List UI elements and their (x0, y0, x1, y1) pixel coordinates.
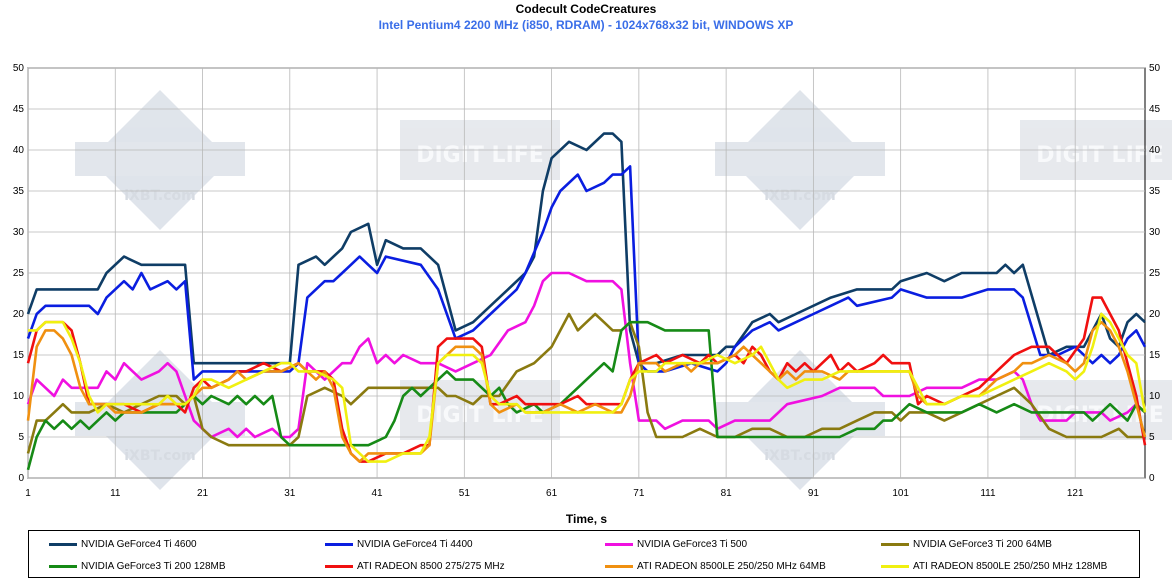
x-tick-label: 31 (284, 488, 296, 499)
legend-item: NVIDIA GeForce3 Ti 200 64MB (881, 536, 1052, 552)
tick-layer: 0 0 5 5 10 10 15 15 20 20 25 25 30 30 35 35 40 40 45 45 50 50… (13, 63, 1161, 499)
legend-swatch (325, 564, 353, 568)
x-tick-label: 111 (980, 488, 996, 499)
legend-label: NVIDIA GeForce3 Ti 200 64MB (913, 538, 1052, 550)
y-tick-label-left: 40 (13, 145, 25, 156)
line-chart: iXBT.com DIGIT LIFE iXBT.com DIGIT LIFE iXBT… (13, 63, 1172, 526)
legend-label: NVIDIA GeForce4 Ti 4600 (81, 538, 197, 550)
x-tick-label: 71 (633, 488, 645, 499)
legend-item: NVIDIA GeForce3 Ti 200 128MB (49, 558, 226, 574)
series-line-1 (26, 132, 1146, 365)
y-tick-label-left: 45 (13, 104, 25, 115)
x-tick-label: 121 (1067, 488, 1084, 499)
series-line-3 (26, 271, 1146, 439)
x-tick-label: 11 (110, 488, 121, 499)
legend-swatch (325, 542, 353, 546)
svg-text:iXBT.com: iXBT.com (764, 188, 836, 204)
y-tick-label-right: 10 (1149, 391, 1161, 402)
y-tick-label-left: 30 (13, 227, 25, 238)
series-line-2 (26, 165, 1147, 381)
x-tick-label: 81 (721, 488, 733, 499)
legend-swatch (605, 542, 633, 546)
y-tick-label-left: 15 (13, 350, 25, 361)
svg-text:DIGIT LIFE: DIGIT LIFE (416, 403, 544, 428)
watermark-logo: iXBT.com (75, 90, 245, 230)
series-line-8 (28, 312, 1147, 463)
legend-swatch (881, 564, 909, 568)
legend-label: ATI RADEON 8500 275/275 MHz (357, 560, 505, 572)
x-tick-label: 51 (459, 488, 471, 499)
legend-swatch (49, 564, 77, 568)
legend-label: ATI RADEON 8500LE 250/250 MHz 64MB (637, 560, 826, 572)
y-tick-label-left: 20 (13, 309, 25, 320)
y-tick-label-right: 0 (1149, 473, 1155, 484)
y-tick-label-left: 10 (13, 391, 25, 402)
svg-text:iXBT.com: iXBT.com (764, 448, 836, 464)
legend-item: ATI RADEON 8500LE 250/250 MHz 128MB (881, 558, 1107, 574)
legend-label: NVIDIA GeForce3 Ti 200 128MB (81, 560, 226, 572)
y-tick-label-left: 5 (18, 432, 24, 443)
x-tick-label: 61 (546, 488, 558, 499)
legend-swatch (49, 542, 77, 546)
chart-legend: NVIDIA GeForce4 Ti 4600 NVIDIA GeForce4 T… (28, 530, 1140, 578)
legend-item: NVIDIA GeForce4 Ti 4400 (325, 536, 473, 552)
legend-label: ATI RADEON 8500LE 250/250 MHz 128MB (913, 560, 1108, 572)
y-tick-label-right: 45 (1149, 104, 1161, 115)
svg-text:DIGIT LIFE: DIGIT LIFE (1036, 143, 1164, 168)
y-tick-label-right: 20 (1149, 309, 1161, 320)
chart-subtitle: Intel Pentium4 2200 MHz (i850, RDRAM) - … (378, 18, 794, 32)
x-tick-label: 1 (25, 488, 31, 499)
legend-label: NVIDIA GeForce4 Ti 4400 (357, 538, 473, 550)
series-layer (26, 132, 1147, 471)
watermark-logo: DIGIT LIFE (1020, 380, 1172, 440)
chart-title: Codecult CodeCreatures (515, 2, 657, 16)
y-tick-label-left: 35 (13, 186, 25, 197)
y-tick-label-right: 15 (1149, 350, 1161, 361)
svg-text:DIGIT LIFE: DIGIT LIFE (416, 143, 544, 168)
y-tick-label-right: 40 (1149, 145, 1161, 156)
y-tick-label-left: 0 (18, 473, 24, 484)
y-tick-label-right: 50 (1149, 63, 1161, 74)
svg-text:iXBT.com: iXBT.com (124, 448, 196, 464)
x-tick-label: 41 (372, 488, 384, 499)
legend-swatch (881, 542, 909, 546)
y-tick-label-right: 30 (1149, 227, 1161, 238)
svg-text:iXBT.com: iXBT.com (124, 188, 196, 204)
legend-swatch (605, 564, 633, 568)
x-tick-label: 21 (197, 488, 209, 499)
legend-item: NVIDIA GeForce3 Ti 500 (605, 536, 747, 552)
legend-item: ATI RADEON 8500LE 250/250 MHz 64MB (605, 558, 826, 574)
watermark-logo: iXBT.com (715, 90, 885, 230)
x-axis-label: Time, s (566, 512, 607, 526)
x-tick-label: 91 (808, 488, 820, 499)
y-tick-label-left: 50 (13, 63, 25, 74)
legend-item: NVIDIA GeForce4 Ti 4600 (49, 536, 197, 552)
y-tick-label-right: 35 (1149, 186, 1161, 197)
y-tick-label-right: 5 (1149, 432, 1155, 443)
y-tick-label-left: 25 (13, 268, 25, 279)
legend-item: ATI RADEON 8500 275/275 MHz (325, 558, 505, 574)
legend-label: NVIDIA GeForce3 Ti 500 (637, 538, 748, 550)
x-tick-label: 101 (892, 488, 909, 499)
y-tick-label-right: 25 (1149, 268, 1161, 279)
